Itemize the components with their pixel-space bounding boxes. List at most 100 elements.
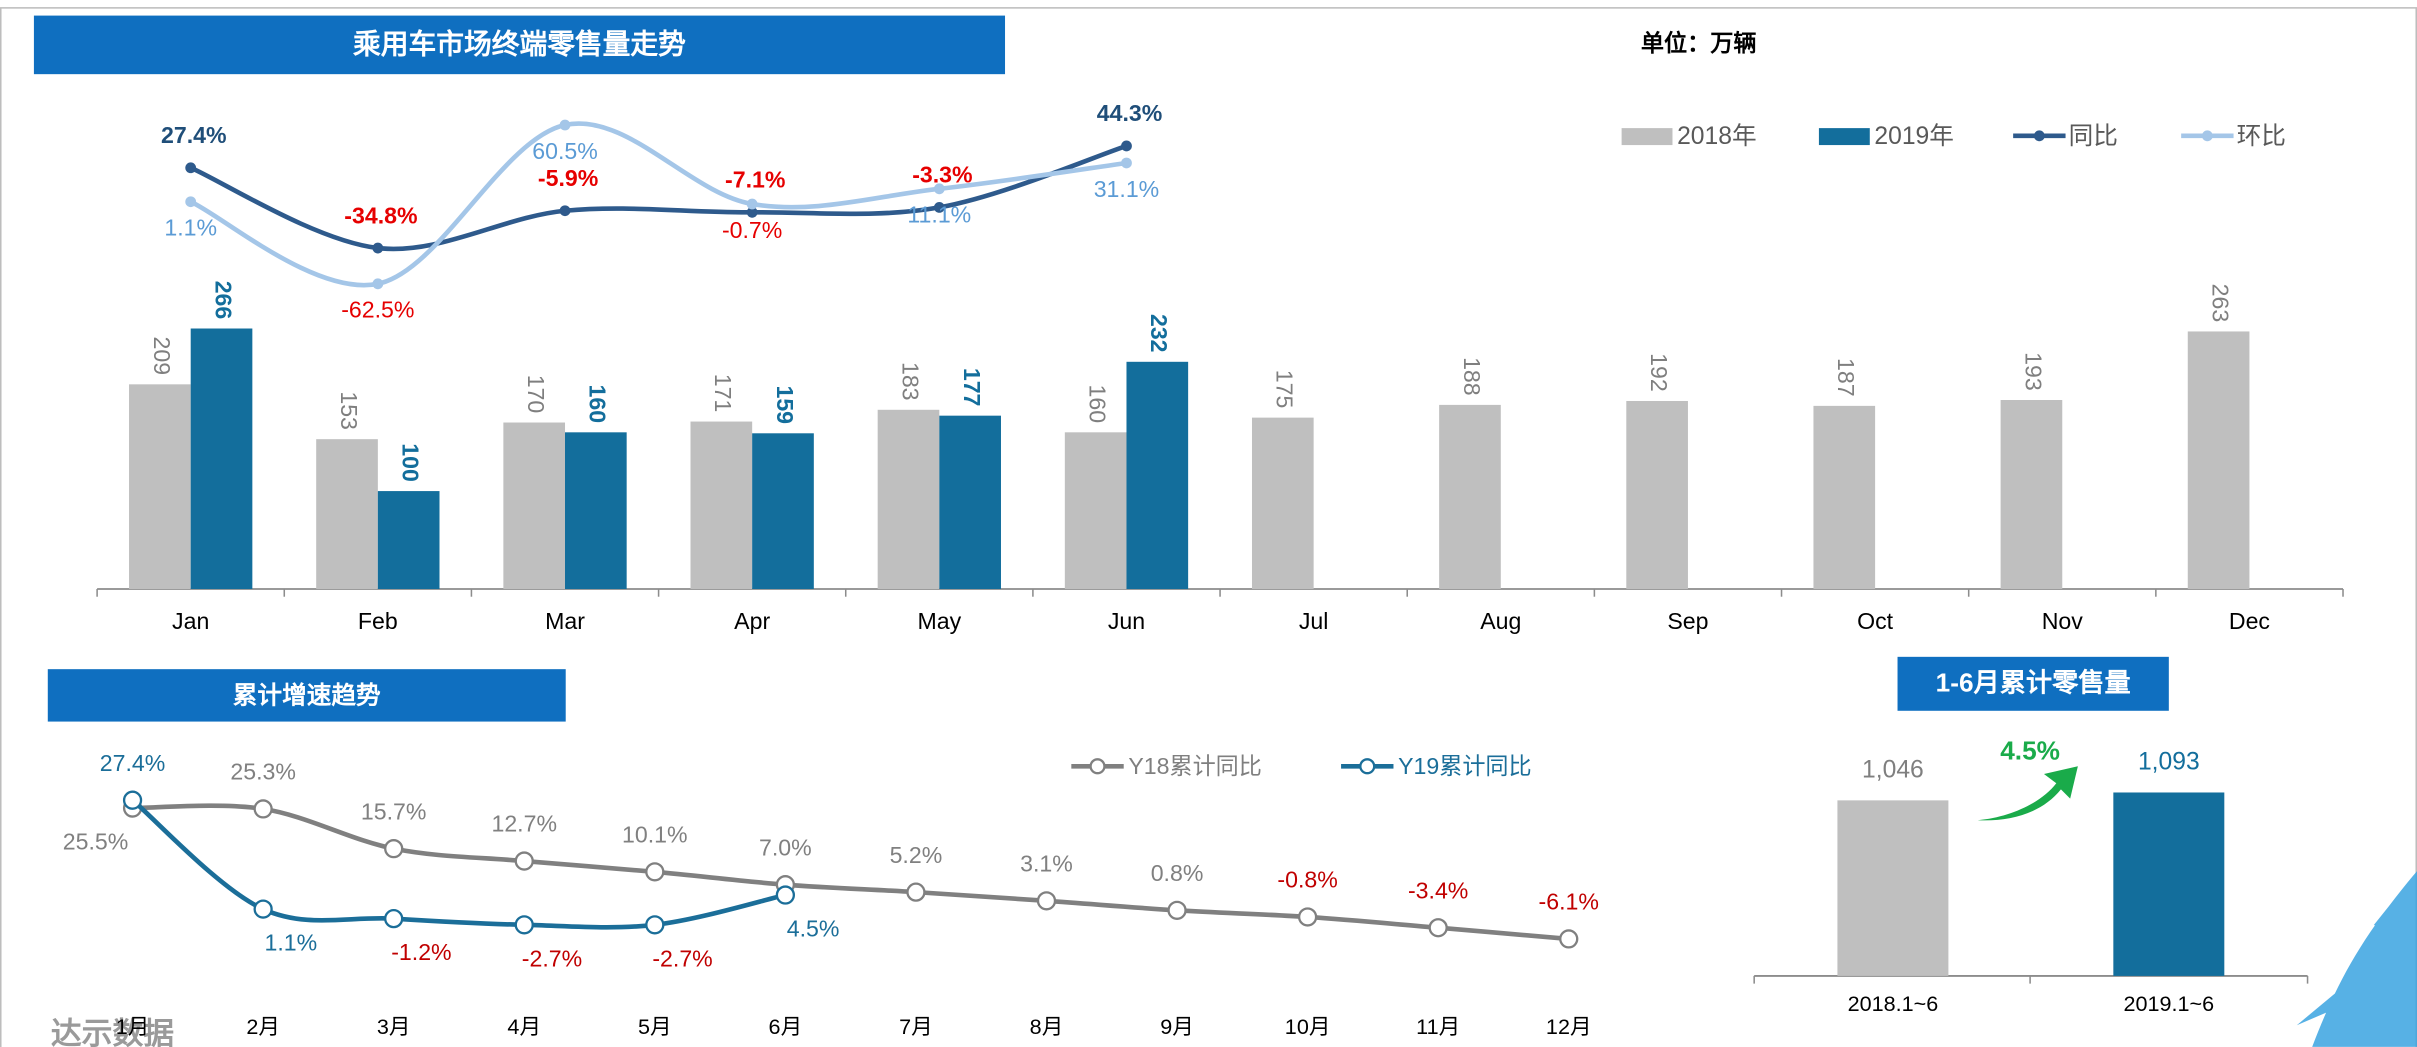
line-point <box>185 196 197 208</box>
x-tick-label: 5月 <box>638 1014 672 1039</box>
line-point <box>253 799 273 819</box>
line-value-label: 1.1% <box>164 215 217 241</box>
chart-title: 乘用车市场终端零售量走势 <box>352 29 686 60</box>
x-tick-label: Aug <box>1480 608 1521 634</box>
x-tick-label: Jul <box>1299 608 1329 634</box>
legend-swatch-dot <box>1089 758 1106 775</box>
x-tick-label: 1月 <box>116 1014 150 1039</box>
line-point <box>1428 918 1448 938</box>
x-tick-label: Sep <box>1667 608 1708 634</box>
line-point <box>906 882 926 902</box>
line-value-label: -7.1% <box>725 167 785 193</box>
bar-value-label: 1,093 <box>2138 749 2200 776</box>
cumulative-chart: 累计增速趋势 1月 2月 3月 4月 5月 6月 7月 8月 9月 10月 11月 12月 25.5% 2… <box>47 669 1599 1039</box>
line-point <box>372 242 384 254</box>
bar <box>939 415 1001 590</box>
bar <box>877 409 940 590</box>
line-point <box>1167 900 1187 920</box>
x-tick-label: 6月 <box>769 1014 803 1039</box>
line-point <box>1036 891 1057 911</box>
legend-swatch-dot <box>2033 130 2045 142</box>
line <box>189 121 1127 288</box>
bar-value-label: 209 <box>149 337 175 376</box>
bar-value-label: 187 <box>1833 358 1859 397</box>
x-tick-label: Mar <box>545 608 585 634</box>
bar-value-label: 177 <box>959 368 985 407</box>
x-tick-label: 10月 <box>1285 1014 1331 1039</box>
title-box <box>1897 656 2169 711</box>
legend-swatch-dot <box>2201 130 2213 142</box>
unit-label: 单位：万辆 <box>1641 30 1757 56</box>
bar-value-label: 1,046 <box>1862 757 1924 784</box>
bar-value-label: 266 <box>210 281 236 320</box>
line-point <box>1121 157 1132 169</box>
frame <box>0 7 2417 1047</box>
line-point <box>372 278 384 290</box>
line-value-label: -3.4% <box>1408 877 1468 903</box>
x-tick-label: Jun <box>1108 608 1145 634</box>
x-tick-label: 12月 <box>1546 1014 1592 1039</box>
x-tick-label: Nov <box>2042 608 2084 634</box>
bar-value-label: 192 <box>1646 353 1672 392</box>
title-box <box>47 669 566 722</box>
legend-swatch-dot <box>1359 758 1376 775</box>
bar <box>1126 361 1189 590</box>
line-point <box>559 119 571 131</box>
line-point <box>253 899 273 919</box>
line <box>132 803 1569 942</box>
line-point <box>122 790 143 810</box>
x-tick-label: Dec <box>2229 608 2270 634</box>
line-point <box>1559 929 1579 949</box>
line-point <box>1297 907 1318 927</box>
bar <box>316 439 378 590</box>
x-tick-label: Oct <box>1857 608 1894 634</box>
line-value-label: -2.7% <box>652 945 712 971</box>
line-value-label: 60.5% <box>532 138 598 164</box>
ytd-chart: 1-6月累计零售量 1,046 2018.1~6 1,093 2019.1~6 4.5% <box>1753 656 2309 1016</box>
legend-label: 同比 <box>2069 122 2118 150</box>
bar-value-label: 153 <box>336 391 362 430</box>
x-tick-label: Feb <box>358 608 398 634</box>
line-value-label: 10.1% <box>622 821 688 847</box>
x-tick-label: May <box>917 608 961 634</box>
splash-decoration <box>2296 871 2417 1047</box>
x-tick-label: 2018.1~6 <box>1848 991 1939 1016</box>
bar <box>1837 800 1949 976</box>
bar <box>1251 417 1314 590</box>
line-value-label: 15.7% <box>361 798 427 824</box>
line-value-label: -3.3% <box>912 162 972 188</box>
legend-label: Y19累计同比 <box>1398 753 1532 779</box>
line-value-label: 25.3% <box>230 759 296 785</box>
bar <box>752 433 814 590</box>
bar <box>2000 399 2063 590</box>
chart-title: 累计增速趋势 <box>233 680 381 709</box>
x-tick-label: 2月 <box>246 1014 280 1039</box>
bar-value-label: 183 <box>897 362 923 401</box>
line-point <box>746 206 758 218</box>
line-point <box>559 205 571 217</box>
bar <box>377 491 440 590</box>
line-value-label: -0.7% <box>722 217 782 243</box>
bar <box>190 328 253 590</box>
bar-value-label: 159 <box>772 385 798 424</box>
bar-value-label: 100 <box>398 443 424 482</box>
x-tick-label: Apr <box>734 608 770 634</box>
line-value-label: -62.5% <box>341 297 414 323</box>
line-value-label: -0.8% <box>1277 867 1337 893</box>
line-point <box>645 862 665 882</box>
watermark: 达示数据 <box>51 1016 174 1047</box>
bar-value-label: 188 <box>1459 357 1485 396</box>
line-value-label: -1.2% <box>391 939 451 965</box>
bar <box>690 421 753 590</box>
line-value-label: -5.9% <box>538 165 598 191</box>
line-value-label: 27.4% <box>161 122 227 148</box>
line-value-label: 7.0% <box>759 834 812 860</box>
line-point <box>775 885 796 905</box>
bar <box>1813 405 1876 590</box>
line-point <box>1121 140 1132 152</box>
x-tick-label: 11月 <box>1416 1014 1460 1039</box>
x-tick-label: 9月 <box>1160 1014 1194 1039</box>
line-value-label: 3.1% <box>1020 850 1073 876</box>
bar-value-label: 232 <box>1146 314 1172 353</box>
